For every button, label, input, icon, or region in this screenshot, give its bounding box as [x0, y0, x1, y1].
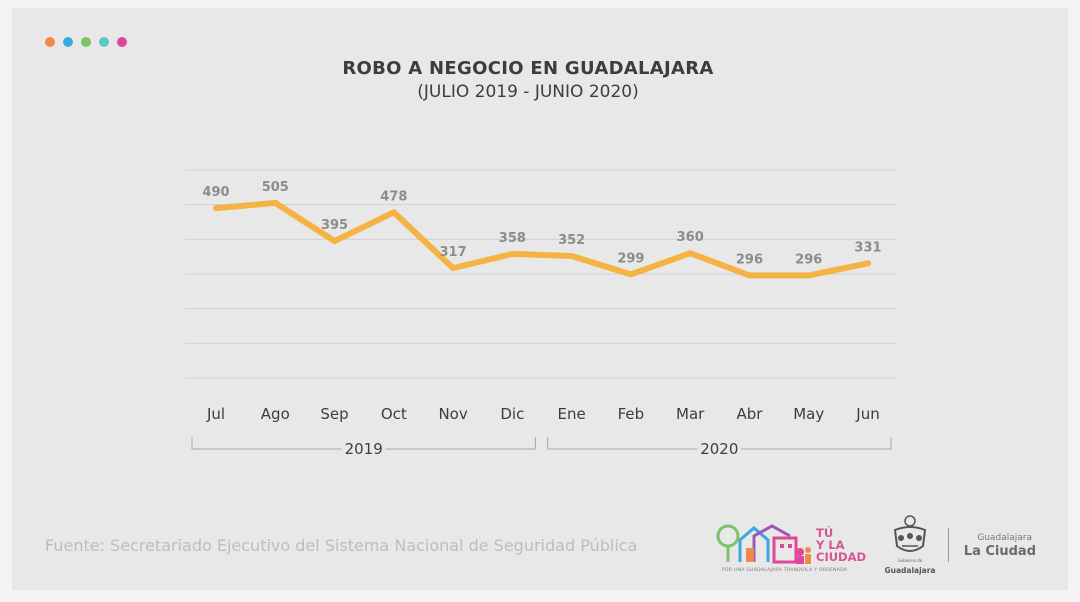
x-tick-label: Sep	[320, 405, 348, 423]
year-bracket	[547, 437, 892, 450]
data-point	[509, 250, 516, 257]
data-point	[331, 238, 338, 245]
brand-big-text: La Ciudad	[963, 544, 1036, 559]
city-houses-icon	[716, 524, 811, 564]
year-label: 2020	[700, 440, 738, 458]
x-tick-label: Dic	[500, 405, 524, 423]
tu-y-la-ciudad-logo: TÚ Y LA CIUDAD POR UNA GUADALAJARA TRANQ…	[714, 518, 874, 578]
chart-panel	[12, 8, 1068, 590]
teal-dot-icon	[99, 37, 109, 47]
data-point	[627, 271, 634, 278]
data-label: 360	[677, 230, 704, 245]
data-label: 478	[380, 189, 407, 204]
green-dot-icon	[81, 37, 91, 47]
data-label: 299	[617, 251, 644, 266]
x-tick-label: Ene	[558, 405, 586, 423]
data-point	[450, 265, 457, 272]
data-label: 490	[202, 185, 229, 200]
x-tick-label: Mar	[676, 405, 705, 423]
data-label: 296	[795, 252, 822, 267]
data-point	[272, 199, 279, 206]
source-note: Fuente: Secretariado Ejecutivo del Siste…	[45, 536, 638, 555]
data-label: 505	[262, 180, 289, 195]
brand-small-text: Guadalajara	[977, 533, 1032, 543]
series-line	[213, 199, 871, 279]
x-tick-label: Oct	[381, 405, 407, 423]
coat-of-arms-icon	[893, 515, 927, 552]
x-tick-label: Jul	[206, 405, 225, 423]
seal-label: Gobierno de	[897, 558, 923, 563]
x-tick-label: May	[793, 405, 824, 423]
tu-tagline: POR UNA GUADALAJARA TRANQUILA Y ORDENADA	[722, 568, 848, 573]
logo-separator	[948, 528, 949, 562]
chart-title: ROBO A NEGOCIO EN GUADALAJARA	[342, 58, 714, 79]
data-label: 317	[440, 245, 467, 260]
data-point	[746, 272, 753, 279]
data-point	[687, 250, 694, 257]
x-tick-label: Nov	[438, 405, 467, 423]
data-label: 358	[499, 231, 526, 246]
pink-dot-icon	[117, 37, 127, 47]
data-label: 395	[321, 218, 348, 233]
year-bracket	[191, 437, 536, 450]
data-label: 296	[736, 252, 763, 267]
data-point	[568, 252, 575, 259]
tu-y-la-ciudad-wordmark: TÚ Y LA CIUDAD	[816, 526, 867, 564]
data-label: 331	[854, 240, 881, 255]
data-label: 352	[558, 233, 585, 248]
data-point	[390, 209, 397, 216]
x-tick-label: Jun	[855, 405, 879, 423]
decorative-dots	[45, 37, 127, 47]
blue-dot-icon	[63, 37, 73, 47]
orange-dot-icon	[45, 37, 55, 47]
data-point	[865, 260, 871, 267]
year-label: 2019	[345, 440, 383, 458]
data-point	[213, 205, 219, 212]
x-tick-label: Ago	[261, 405, 290, 423]
data-point	[805, 272, 812, 279]
guadalajara-seal: Gobierno de Guadalajara	[884, 512, 936, 578]
x-tick-label: Abr	[736, 405, 763, 423]
seal-name: Guadalajara	[884, 566, 936, 575]
chart-subtitle: (JULIO 2019 - JUNIO 2020)	[417, 82, 639, 102]
x-tick-label: Feb	[618, 405, 645, 423]
